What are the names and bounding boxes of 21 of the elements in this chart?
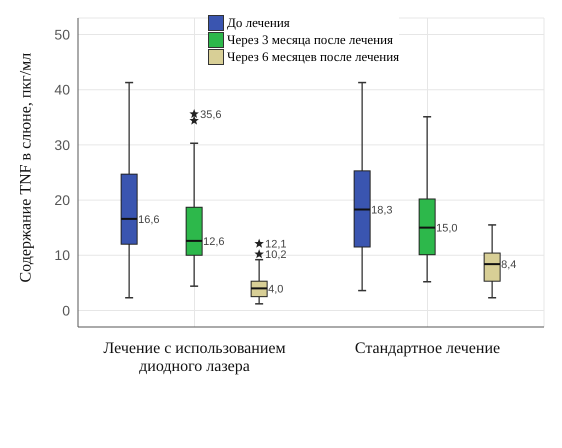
- text: 12,6: [203, 236, 225, 248]
- text: 18,3: [371, 204, 393, 216]
- y-tick-label: 50: [54, 26, 70, 43]
- text: 16,6: [138, 214, 160, 226]
- annotation: 10,2: [265, 249, 287, 262]
- y-axis-title: Содержание TNF в слюне, пкг/мл: [18, 52, 35, 282]
- text: 15,0: [436, 222, 458, 235]
- legend-label: Через 3 месяца после лечения: [227, 31, 394, 48]
- y-tick-label: 10: [54, 247, 70, 264]
- y-tick-label: 0: [62, 302, 70, 318]
- x-tick-label: Лечение с использованием диодного лазера: [103, 340, 286, 375]
- y-tick-label: 20: [54, 192, 70, 208]
- x-tick-label: Стандартное лечение: [354, 340, 500, 357]
- y-tick-label: 40: [54, 82, 70, 98]
- text: 8,4: [501, 259, 516, 272]
- text: 4,0: [268, 283, 284, 296]
- legend-label: До лечения: [227, 14, 290, 31]
- annotation: 35,6: [200, 109, 222, 122]
- annotation: 12,1: [265, 238, 287, 251]
- y-tick-label: 30: [54, 136, 70, 153]
- legend-label: Через 6 месяцев после лечения: [227, 48, 400, 65]
